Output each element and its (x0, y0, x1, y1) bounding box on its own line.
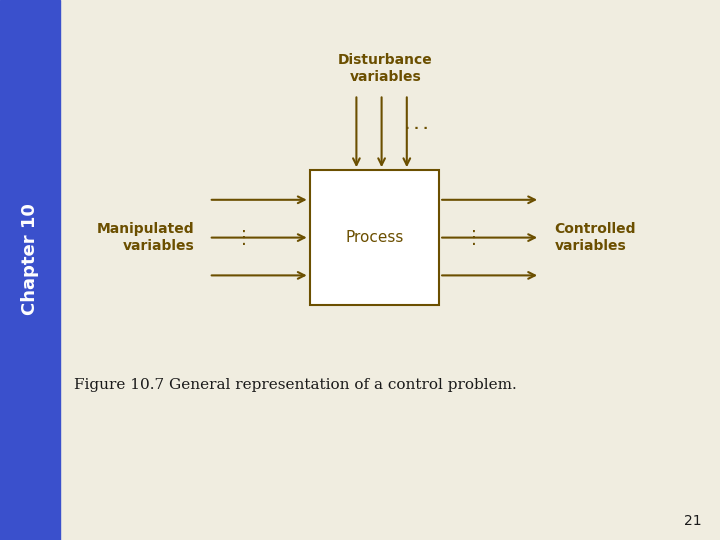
Text: Manipulated
variables: Manipulated variables (96, 222, 194, 253)
Text: 21: 21 (685, 514, 702, 528)
Text: ⋮: ⋮ (235, 228, 253, 247)
Text: Figure 10.7 General representation of a control problem.: Figure 10.7 General representation of a … (74, 378, 517, 392)
Bar (310, 170, 439, 305)
Text: · · ·: · · · (405, 122, 428, 135)
Text: Disturbance
variables: Disturbance variables (338, 53, 433, 84)
Bar (0, 0, 60, 540)
Text: Chapter 10: Chapter 10 (21, 203, 39, 315)
Text: Process: Process (345, 230, 404, 245)
Text: ⋮: ⋮ (466, 228, 484, 247)
Text: Controlled
variables: Controlled variables (554, 222, 636, 253)
